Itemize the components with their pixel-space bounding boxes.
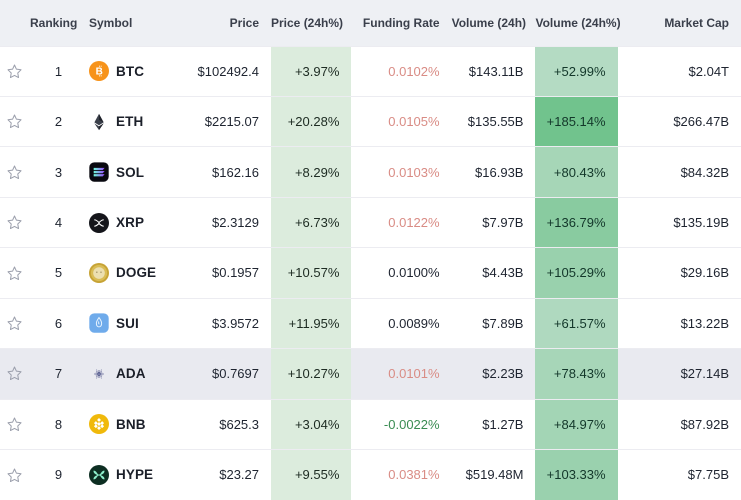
svg-text:B: B	[96, 67, 103, 78]
